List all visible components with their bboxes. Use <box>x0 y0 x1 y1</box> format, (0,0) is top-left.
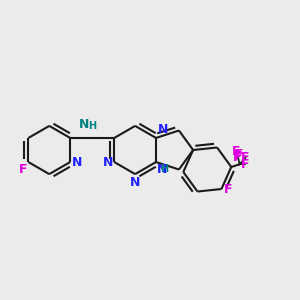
Text: N: N <box>103 156 113 169</box>
Text: F: F <box>232 146 241 158</box>
Text: N: N <box>158 123 168 136</box>
Text: N: N <box>79 118 90 131</box>
Text: F: F <box>233 151 242 164</box>
Text: N: N <box>130 176 140 189</box>
Text: F: F <box>235 148 244 161</box>
Text: F: F <box>224 182 232 196</box>
Text: H: H <box>160 164 168 174</box>
Text: H: H <box>88 121 96 131</box>
Text: N: N <box>157 164 168 176</box>
Text: F: F <box>19 164 27 176</box>
Text: N: N <box>71 156 82 169</box>
Text: F: F <box>241 151 250 164</box>
Text: F: F <box>234 150 242 163</box>
Text: F: F <box>241 158 250 171</box>
